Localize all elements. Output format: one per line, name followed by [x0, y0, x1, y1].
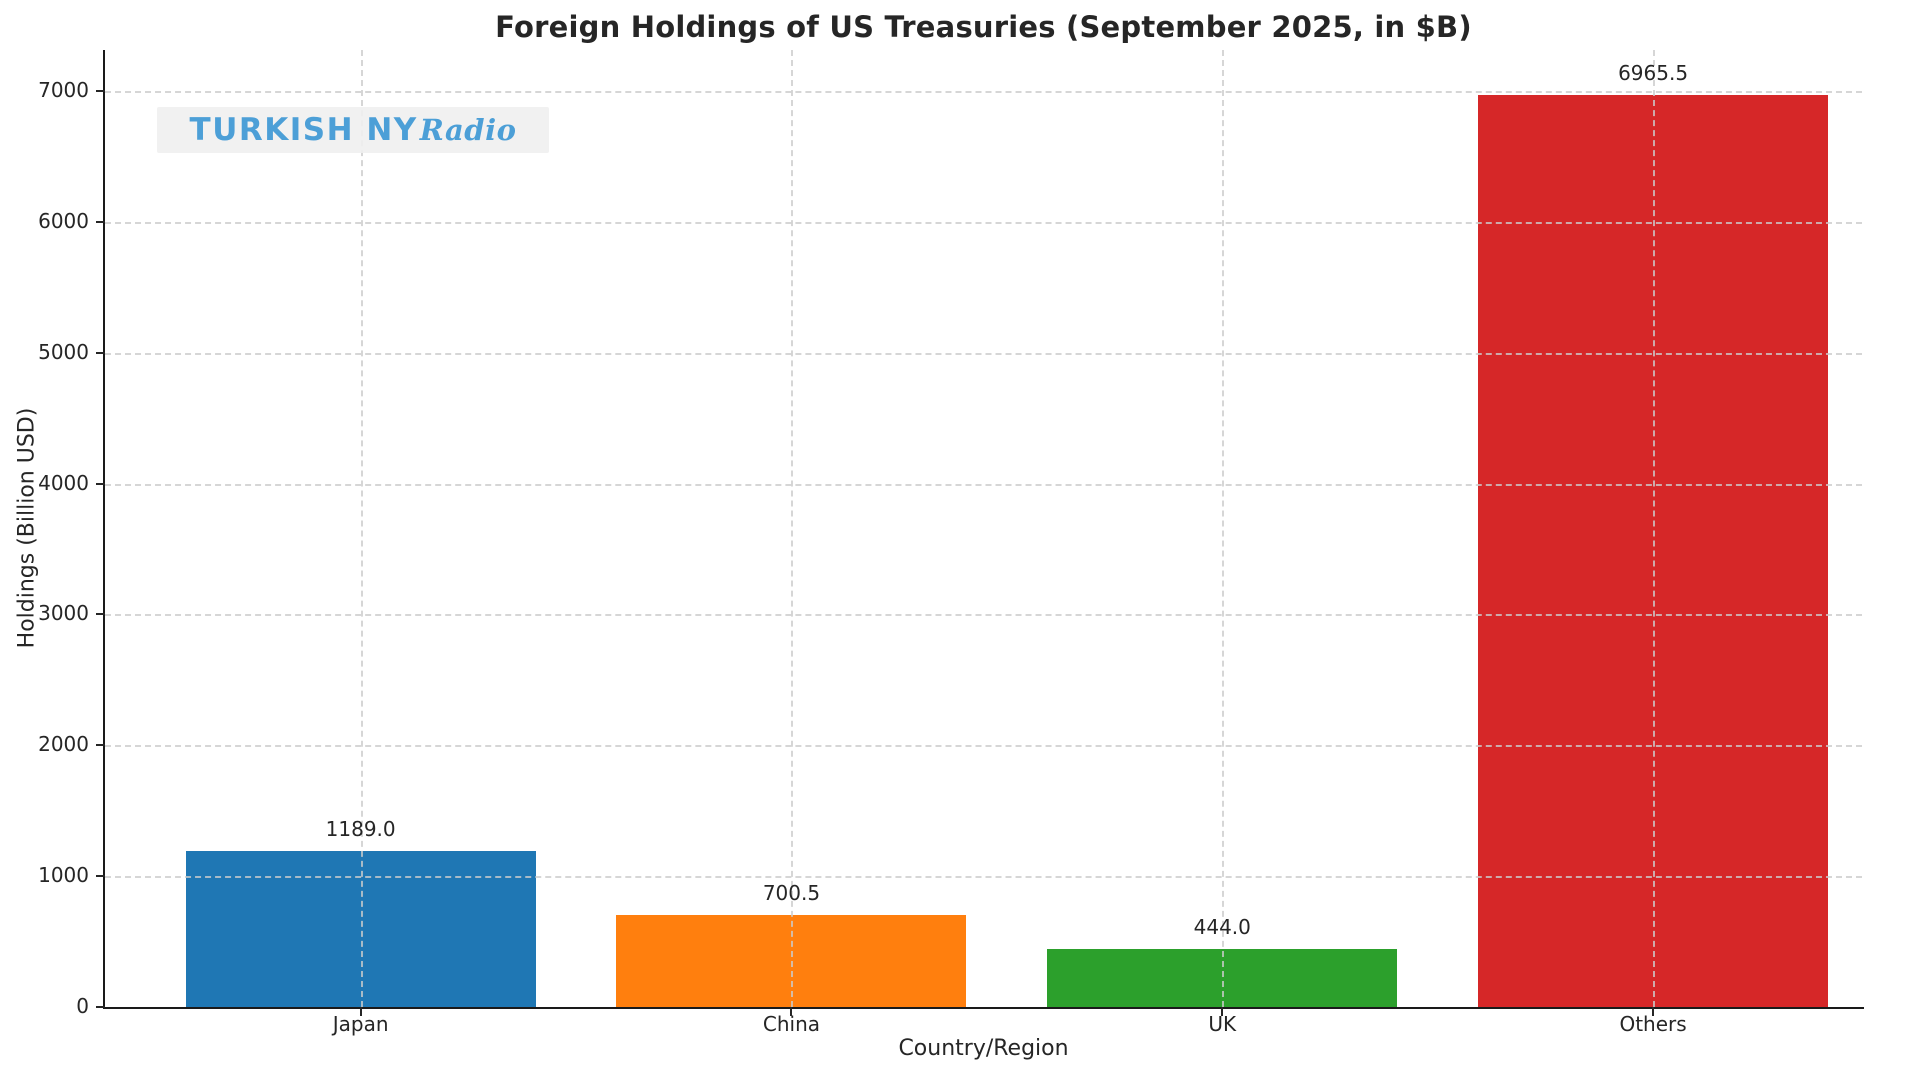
value-label-japan: 1189.0 — [325, 817, 396, 842]
x-tick-mark — [1221, 1007, 1224, 1016]
y-tick-mark — [96, 744, 105, 747]
plot-area: TURKISH NY Radio — [105, 50, 1862, 1007]
value-label-others: 6965.5 — [1618, 61, 1689, 86]
x-axis-spine — [103, 1007, 1864, 1009]
y-tick-mark — [96, 613, 105, 616]
watermark-text-main: TURKISH NY — [189, 112, 418, 148]
y-tick-mark — [96, 220, 105, 223]
y-tick-label-7000: 7000 — [38, 77, 89, 102]
x-tick-label-china: China — [762, 1012, 821, 1036]
y-tick-label-2000: 2000 — [38, 732, 89, 757]
value-label-uk: 444.0 — [1193, 914, 1251, 939]
gridline-y-7000 — [105, 90, 1862, 93]
gridline-y-6000 — [105, 221, 1862, 224]
y-axis-label: Holdings (Billion USD) — [14, 407, 40, 649]
y-tick-label-1000: 1000 — [38, 863, 89, 888]
gridline-x-china — [791, 50, 794, 1007]
y-tick-label-5000: 5000 — [38, 339, 89, 364]
watermark-text-script: Radio — [419, 113, 517, 147]
x-tick-mark — [359, 1007, 362, 1016]
watermark-logo: TURKISH NY Radio — [157, 107, 549, 153]
gridline-y-1000 — [105, 876, 1862, 879]
y-tick-label-3000: 3000 — [38, 601, 89, 626]
bar-uk — [1047, 948, 1398, 1007]
x-tick-label-others: Others — [1619, 1012, 1687, 1036]
y-tick-label-6000: 6000 — [38, 208, 89, 233]
y-tick-mark — [96, 1006, 105, 1008]
y-tick-label-0: 0 — [76, 994, 89, 1018]
gridline-y-5000 — [105, 352, 1862, 355]
y-tick-mark — [96, 875, 105, 878]
gridline-y-2000 — [105, 745, 1862, 748]
y-axis-spine — [103, 50, 105, 1009]
x-tick-mark — [790, 1007, 793, 1016]
y-tick-mark — [96, 482, 105, 485]
gridline-x-uk — [1222, 50, 1225, 1007]
gridline-x-others — [1653, 50, 1656, 1007]
x-axis-label: Country/Region — [898, 1036, 1069, 1061]
y-tick-mark — [96, 89, 105, 92]
gridline-y-3000 — [105, 614, 1862, 617]
bar-china — [616, 915, 967, 1007]
y-tick-mark — [96, 351, 105, 354]
x-tick-mark — [1652, 1007, 1655, 1016]
chart-title: Foreign Holdings of US Treasuries (Septe… — [495, 10, 1472, 44]
gridline-y-4000 — [105, 483, 1862, 486]
x-tick-label-japan: Japan — [332, 1012, 389, 1036]
value-label-china: 700.5 — [762, 881, 821, 906]
y-tick-label-4000: 4000 — [38, 470, 89, 495]
gridline-x-japan — [360, 50, 363, 1007]
x-tick-label-uk: UK — [1208, 1012, 1237, 1036]
